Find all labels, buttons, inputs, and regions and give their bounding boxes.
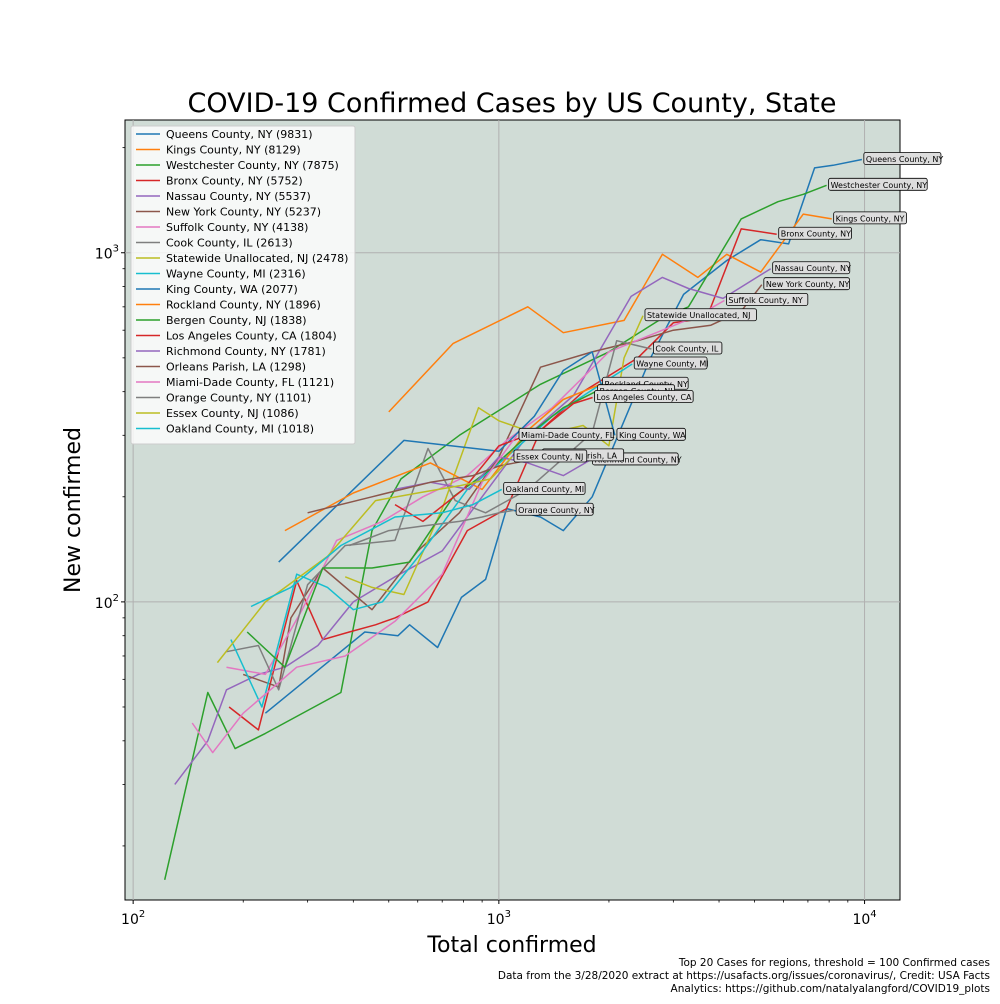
end-label: Oakland County, MI	[506, 485, 585, 494]
series-line	[174, 268, 772, 785]
footnote-line-1: Top 20 Cases for regions, threshold = 10…	[678, 957, 990, 969]
series-line	[344, 315, 644, 596]
footnote-line-2: Data from the 3/28/2020 extract at https…	[498, 970, 990, 982]
x-axis-label: Total confirmed	[426, 933, 596, 958]
end-label: Essex County, NJ	[516, 452, 583, 461]
legend: Queens County, NY (9831) Kings County, NY…	[130, 125, 356, 445]
series-line	[278, 351, 616, 563]
legend-item: Orange County, NY (1101)	[166, 392, 311, 405]
end-label-box	[594, 390, 694, 403]
series-line	[163, 184, 827, 880]
end-label-box	[833, 211, 907, 225]
legend-item: King County, WA (2077)	[166, 283, 298, 296]
end-label: Bronx County, NY	[781, 230, 851, 239]
legend-item: Queens County, NY (9831)	[166, 128, 313, 141]
series-line	[250, 488, 503, 608]
end-label-box	[513, 449, 588, 463]
legend-item: Miami-Dade County, FL (1121)	[166, 376, 334, 389]
legend-box	[130, 125, 356, 445]
chart-title: COVID-19 Confirmed Cases by US County, S…	[188, 88, 837, 119]
end-label-box	[633, 356, 708, 370]
legend-item: Bergen County, NJ (1838)	[166, 314, 307, 327]
x-tick-label: 102	[121, 909, 145, 928]
end-label: Wayne County, MI	[636, 360, 708, 369]
series-line	[226, 299, 725, 676]
series-line	[284, 383, 601, 532]
x-tick-label: 103	[487, 909, 511, 928]
series-line	[349, 509, 515, 547]
legend-item: Oakland County, MI (1018)	[166, 423, 314, 436]
end-label-layer: Queens County, NY Kings County, NY Westche…	[503, 152, 944, 516]
legend-item: Suffolk County, NY (4138)	[166, 221, 308, 234]
end-label: New York County, NY	[766, 280, 850, 289]
end-label: Richmond County, NY	[595, 455, 682, 464]
legend-item: Essex County, NJ (1086)	[166, 407, 299, 420]
end-label: Nassau County, NY	[775, 264, 851, 273]
series-line	[394, 396, 593, 523]
end-label: Statewide Unallocated, NJ	[647, 311, 751, 320]
end-label: Cook County, IL	[655, 345, 718, 354]
end-label: Los Angeles County, CA	[597, 393, 692, 402]
end-label-box	[726, 293, 809, 306]
legend-item: Richmond County, NY (1781)	[166, 345, 326, 358]
legend-item: Nassau County, NY (5537)	[166, 190, 311, 203]
legend-item: New York County, NY (5237)	[166, 206, 321, 219]
end-label-box	[616, 427, 686, 441]
series-line	[264, 158, 863, 714]
end-label-box	[503, 481, 586, 495]
legend-item: Kings County, NY (8129)	[166, 144, 301, 157]
series-line	[388, 213, 832, 413]
legend-item: Statewide Unallocated, NJ (2478)	[166, 252, 348, 265]
x-tick-label: 104	[852, 909, 876, 928]
end-label: Kings County, NY	[836, 214, 905, 223]
end-label-box	[828, 177, 928, 191]
end-label-box	[644, 308, 757, 322]
y-axis-label: New confirmed	[61, 427, 86, 593]
legend-item: Los Angeles County, CA (1804)	[166, 330, 337, 343]
legend-item: Westchester County, NY (7875)	[166, 159, 339, 172]
series-line	[246, 391, 596, 668]
legend-item: Cook County, IL (2613)	[166, 237, 293, 250]
end-label: Orange County, NY	[518, 506, 595, 515]
end-label: King County, WA	[619, 431, 686, 440]
series-line	[230, 363, 633, 708]
end-label-box	[653, 341, 723, 355]
end-label: Suffolk County, NY	[728, 296, 803, 305]
end-label-box	[763, 277, 850, 291]
end-label-box	[515, 502, 594, 516]
end-label-box	[863, 152, 942, 165]
end-label-box	[518, 427, 614, 441]
y-tick-label: 103	[95, 244, 119, 263]
end-label-box	[772, 261, 851, 275]
end-label: Westchester County, NY	[831, 181, 928, 190]
tick-layer: 102 103 104 102 103	[95, 147, 877, 928]
end-label: Queens County, NY	[866, 155, 944, 164]
series-layer	[163, 158, 863, 880]
legend-item: Rockland County, NY (1896)	[166, 299, 321, 312]
end-label: Miami-Dade County, FL	[521, 431, 615, 440]
end-label-box	[778, 226, 852, 240]
footnote-line-3: Analytics: https://github.com/natalyalan…	[671, 983, 990, 995]
y-tick-label: 102	[95, 593, 119, 612]
legend-item: Bronx County, NY (5752)	[166, 175, 303, 188]
series-line	[191, 434, 518, 754]
legend-item: Orleans Parish, LA (1298)	[166, 361, 306, 374]
legend-item: Wayne County, MI (2316)	[166, 268, 306, 281]
